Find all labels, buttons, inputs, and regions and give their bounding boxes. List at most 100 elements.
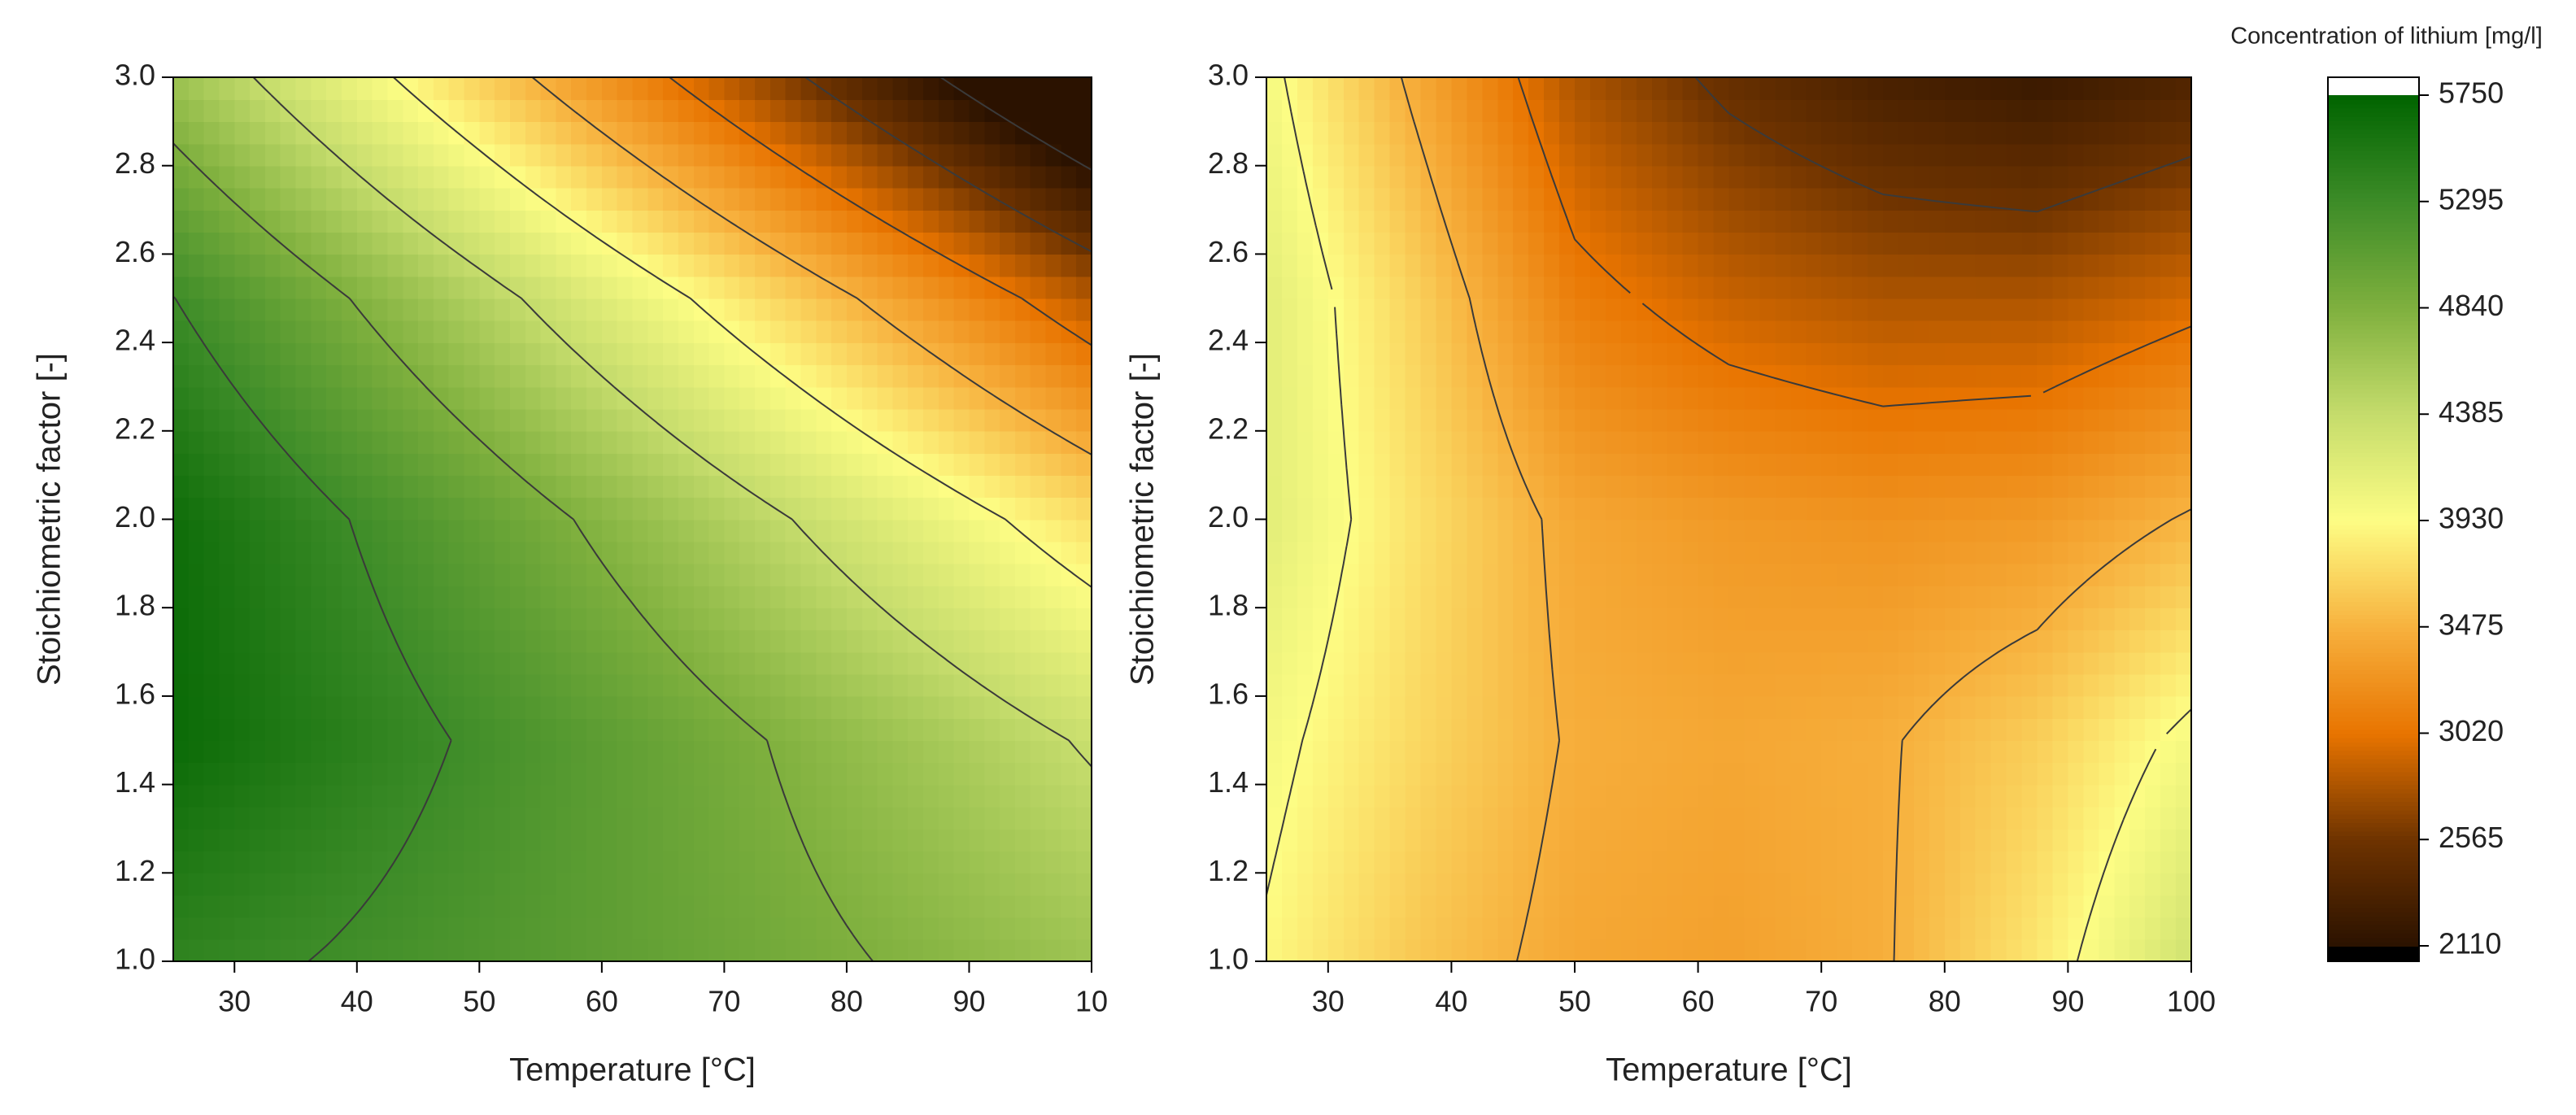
field-cell (586, 740, 603, 764)
field-cell (908, 254, 924, 277)
field-cell (769, 408, 787, 432)
field-cell (1667, 695, 1684, 719)
field-cell (448, 695, 465, 719)
field-cell (1076, 364, 1092, 388)
field-cell (1045, 254, 1062, 277)
colorbar-swatch (2328, 809, 2419, 815)
field-cell (769, 121, 787, 145)
field-cell (647, 695, 664, 719)
field-cell (892, 254, 909, 277)
field-cell (769, 762, 787, 786)
field-cell (326, 673, 342, 697)
field-cell (663, 695, 679, 719)
field-cell (1312, 828, 1329, 851)
colorbar-swatch (2328, 754, 2419, 760)
field-cell (1852, 740, 1868, 764)
field-cell (1913, 939, 1930, 962)
field-cell (2021, 121, 2038, 145)
field-cell (2129, 695, 2146, 719)
field-cell (1713, 718, 1730, 742)
field-cell (1482, 541, 1499, 564)
field-cell (785, 342, 802, 366)
field-cell (923, 77, 939, 100)
field-cell (326, 541, 342, 564)
field-cell (1358, 917, 1375, 940)
field-cell (2145, 541, 2161, 564)
field-cell (1775, 762, 1792, 786)
field-cell (1076, 563, 1092, 586)
field-cell (693, 740, 710, 764)
field-cell (1975, 165, 1992, 189)
field-cell (1898, 762, 1915, 786)
field-cell (1266, 519, 1283, 542)
field-cell (953, 364, 970, 388)
field-cell (1868, 651, 1884, 675)
field-cell (1405, 342, 1422, 366)
field-cell (203, 917, 220, 940)
field-cell (1312, 342, 1329, 366)
field-cell (1297, 77, 1314, 100)
field-cell (525, 232, 542, 255)
field-cell (2052, 408, 2069, 432)
field-cell (372, 851, 389, 874)
field-cell (1014, 408, 1031, 432)
field-cell (372, 917, 389, 940)
field-cell (250, 673, 266, 697)
field-cell (2176, 364, 2192, 388)
contour-line (1694, 76, 2192, 213)
field-cell (1513, 254, 1529, 277)
field-cell (923, 475, 939, 499)
field-cell (861, 806, 878, 830)
field-cell (295, 718, 312, 742)
field-cell (1651, 254, 1668, 277)
field-cell (495, 121, 511, 145)
field-cell (2176, 873, 2192, 896)
field-cell (403, 232, 419, 255)
field-cell (2006, 629, 2023, 653)
field-cell (234, 187, 251, 211)
y-tick-label: 1.6 (1208, 677, 1249, 710)
field-cell (173, 895, 190, 918)
field-cell (877, 430, 894, 454)
field-cell (1868, 254, 1884, 277)
field-cell (1497, 762, 1514, 786)
field-cell (1605, 895, 1622, 918)
field-cell (341, 519, 358, 542)
field-cell (1959, 165, 1977, 189)
field-cell (188, 563, 205, 586)
field-cell (861, 695, 878, 719)
field-cell (663, 143, 679, 167)
field-cell (647, 430, 664, 454)
field-cell (724, 165, 741, 189)
field-cell (173, 917, 190, 940)
field-cell (556, 143, 573, 167)
field-cell (571, 806, 587, 830)
field-cell (1312, 475, 1329, 499)
field-cell (1513, 695, 1529, 719)
field-cell (2037, 386, 2054, 410)
field-cell (1497, 851, 1514, 874)
field-cell (1482, 806, 1499, 830)
field-cell (2006, 452, 2023, 476)
field-cell (1744, 364, 1761, 388)
field-cell (356, 519, 373, 542)
field-cell (448, 563, 465, 586)
field-cell (923, 851, 939, 874)
field-cell (1744, 99, 1761, 123)
field-cell (1327, 740, 1345, 764)
field-cell (1636, 917, 1653, 940)
field-cell (525, 695, 542, 719)
field-cell (846, 430, 863, 454)
field-cell (1790, 762, 1807, 786)
field-cell (1790, 320, 1807, 343)
field-cell (1898, 541, 1915, 564)
field-cell (1528, 320, 1545, 343)
field-cell (708, 497, 726, 520)
field-cell (1605, 386, 1622, 410)
field-cell (724, 430, 741, 454)
field-cell (295, 497, 312, 520)
field-cell (1467, 430, 1484, 454)
field-cell (1436, 475, 1453, 499)
field-cell (1281, 210, 1298, 233)
field-cell (556, 408, 573, 432)
